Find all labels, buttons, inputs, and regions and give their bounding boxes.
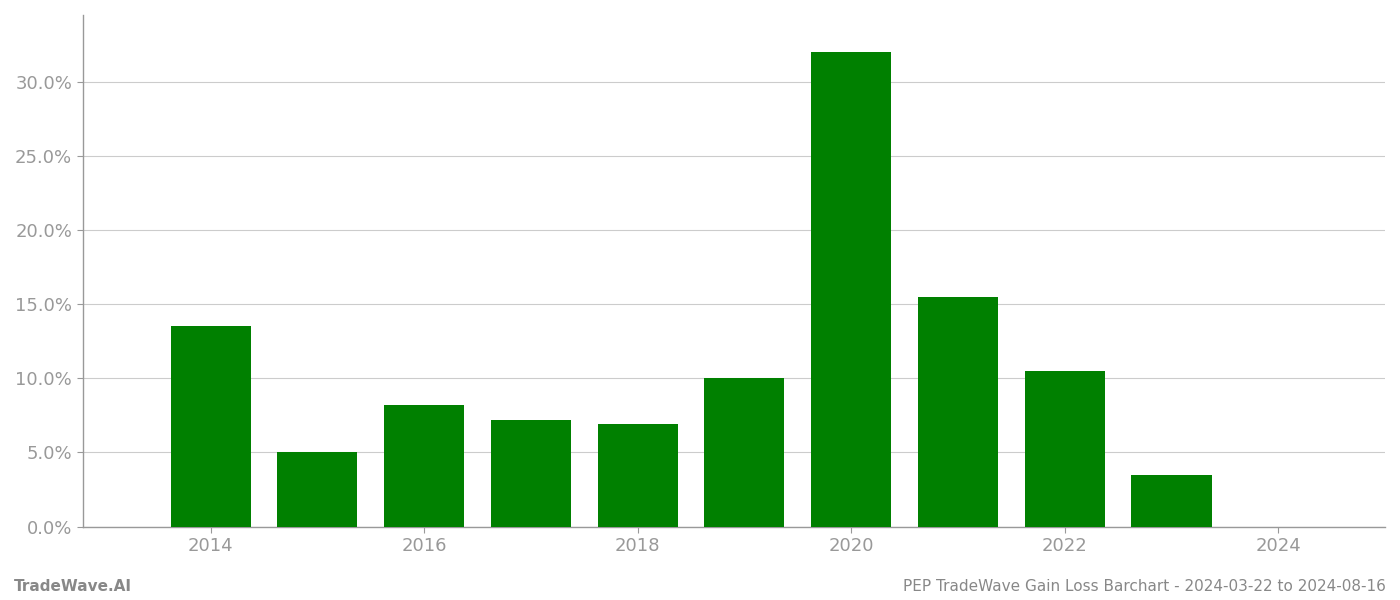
Bar bbox=[811, 52, 892, 527]
Bar bbox=[704, 378, 784, 527]
Text: TradeWave.AI: TradeWave.AI bbox=[14, 579, 132, 594]
Bar bbox=[491, 420, 571, 527]
Bar bbox=[1025, 371, 1105, 527]
Bar bbox=[598, 424, 678, 527]
Text: PEP TradeWave Gain Loss Barchart - 2024-03-22 to 2024-08-16: PEP TradeWave Gain Loss Barchart - 2024-… bbox=[903, 579, 1386, 594]
Bar bbox=[171, 326, 251, 527]
Bar bbox=[918, 297, 998, 527]
Bar bbox=[384, 405, 465, 527]
Bar bbox=[277, 452, 357, 527]
Bar bbox=[1131, 475, 1211, 527]
